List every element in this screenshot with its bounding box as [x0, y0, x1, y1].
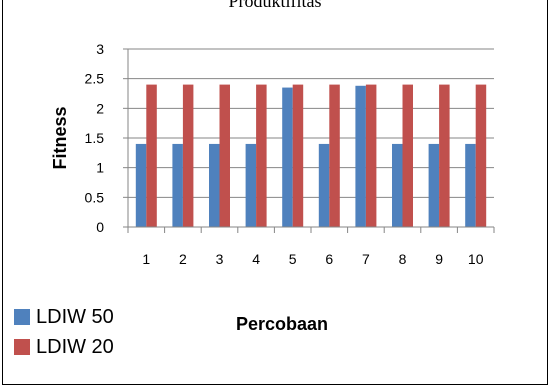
bar-ldiw-20-10	[475, 84, 487, 227]
bar-ldiw-50-3	[209, 143, 220, 227]
x-tick-label-4: 4	[252, 251, 260, 267]
legend-label-ldiw-50: LDIW 50	[36, 305, 114, 328]
bar-ldiw-50-6	[318, 143, 330, 227]
y-tick-label-5: 2.5	[85, 71, 105, 87]
bar-ldiw-20-5	[292, 84, 304, 227]
legend-item-ldiw-20: LDIW 20	[14, 332, 114, 362]
legend: LDIW 50 LDIW 20	[14, 302, 114, 362]
bar-ldiw-50-10	[465, 143, 476, 227]
x-tick-label-10: 10	[468, 251, 484, 267]
bars	[135, 84, 487, 227]
chart-title: Produktifitas	[228, 0, 322, 11]
bar-ldiw-50-1	[135, 143, 147, 227]
x-tick-label-8: 8	[399, 251, 407, 267]
bar-ldiw-50-5	[282, 87, 293, 227]
bar-ldiw-20-3	[219, 84, 230, 227]
bar-ldiw-20-9	[439, 84, 450, 227]
bar-ldiw-50-8	[392, 143, 403, 227]
bar-ldiw-20-2	[182, 84, 194, 227]
bar-ldiw-20-8	[402, 84, 413, 227]
legend-item-ldiw-50: LDIW 50	[14, 302, 114, 332]
y-tick-label-4: 2	[96, 100, 104, 116]
bar-ldiw-50-4	[245, 143, 257, 227]
y-tick-label-6: 3	[96, 41, 104, 57]
y-tick-label-2: 1	[96, 160, 104, 176]
legend-swatch-ldiw-50	[14, 309, 30, 325]
bar-ldiw-50-7	[355, 85, 366, 227]
y-axis-title: Fitness	[50, 106, 70, 169]
axes	[123, 48, 495, 233]
x-tick-label-6: 6	[325, 251, 333, 267]
x-tick-label-3: 3	[216, 251, 224, 267]
x-tick-label-2: 2	[179, 251, 187, 267]
tick-labels: 0 0.5 1 1.5 2 2.5 3 1 2 3 4 5 6 7 8 9 10	[85, 41, 484, 267]
x-tick-label-5: 5	[289, 251, 297, 267]
x-tick-label-7: 7	[362, 251, 370, 267]
y-tick-label-3: 1.5	[85, 130, 105, 146]
bar-ldiw-20-6	[329, 84, 340, 227]
x-tick-label-1: 1	[142, 251, 150, 267]
bar-ldiw-50-9	[428, 143, 440, 227]
x-tick-label-9: 9	[435, 251, 443, 267]
bar-ldiw-20-1	[146, 84, 157, 227]
legend-swatch-ldiw-20	[14, 339, 30, 355]
legend-label-ldiw-20: LDIW 20	[36, 335, 114, 358]
y-tick-label-0: 0	[96, 219, 104, 235]
y-tick-label-1: 0.5	[85, 189, 105, 205]
bar-ldiw-20-4	[256, 84, 267, 227]
bar-ldiw-50-2	[172, 143, 183, 227]
x-axis-title: Percobaan	[236, 314, 328, 334]
bar-ldiw-20-7	[365, 84, 377, 227]
